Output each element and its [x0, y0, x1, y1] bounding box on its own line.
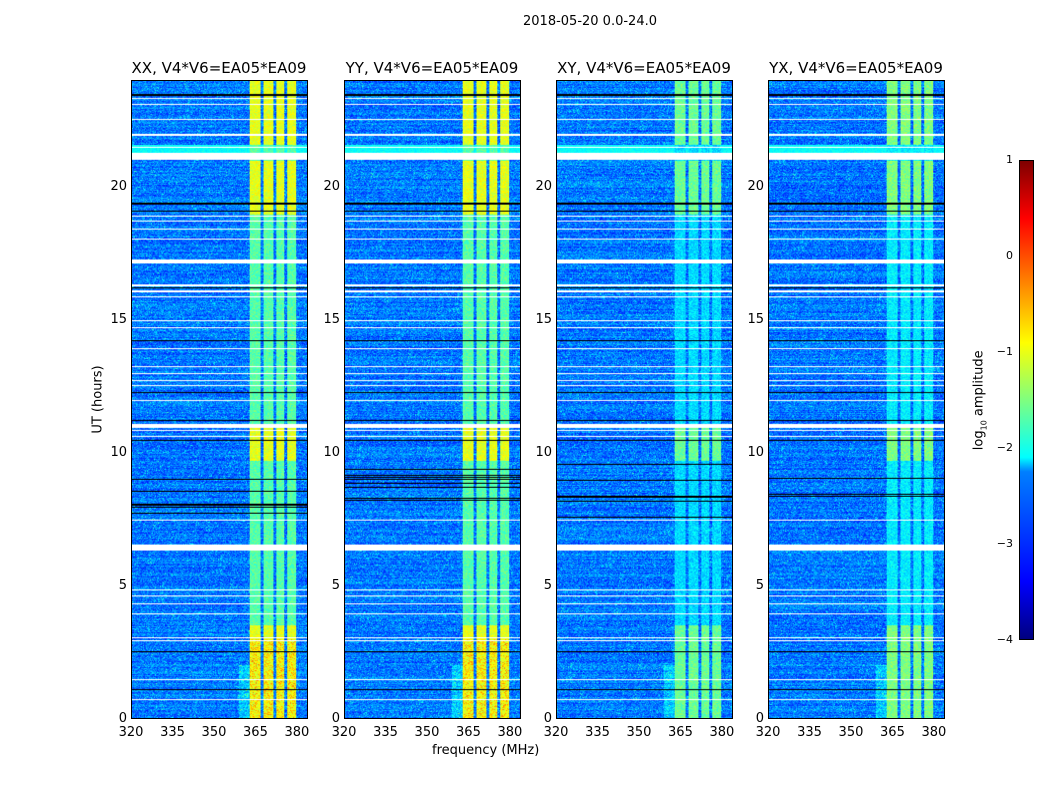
y-tick-label: 0 — [755, 711, 764, 726]
x-tick-label: 365 — [668, 725, 693, 740]
colorbar — [1019, 160, 1034, 640]
x-tick-label: 335 — [373, 725, 398, 740]
heatmap-image — [769, 81, 944, 718]
panel-title: XX, V4*V6=EA05*EA09 — [131, 59, 307, 77]
heatmap-image — [132, 81, 307, 718]
y-tick-label: 0 — [543, 711, 552, 726]
x-tick-label: 335 — [585, 725, 610, 740]
heatmap-image — [345, 81, 520, 718]
y-tick-label: 5 — [755, 577, 764, 593]
y-tick-label: 5 — [331, 577, 340, 593]
colorbar-tick-label: −2 — [996, 441, 1013, 454]
x-tick-label: 380 — [284, 725, 310, 740]
x-tick-label: 350 — [626, 725, 652, 740]
x-tick-label: 350 — [201, 725, 227, 740]
figure-title: 2018-05-20 0.0-24.0 — [523, 14, 657, 29]
colorbar-tick-label: 0 — [1006, 249, 1013, 262]
colorbar-tick-label: −4 — [996, 633, 1013, 646]
colorbar-tick-label: 1 — [1006, 153, 1013, 166]
x-tick-label: 320 — [755, 725, 781, 740]
y-tick-label: 10 — [323, 444, 340, 460]
x-tick-label: 320 — [331, 725, 357, 740]
x-tick-label: 320 — [543, 725, 569, 740]
y-tick-label: 20 — [323, 178, 340, 194]
x-axis-label: frequency (MHz) — [432, 743, 540, 758]
y-tick-label: 10 — [110, 444, 127, 460]
waterfall-panel — [344, 80, 521, 719]
panel-title: YX, V4*V6=EA05*EA09 — [769, 59, 943, 77]
y-tick-label: 0 — [331, 711, 340, 726]
x-tick-label: 365 — [880, 725, 905, 740]
y-tick-label: 20 — [110, 178, 127, 194]
x-tick-label: 350 — [838, 725, 864, 740]
x-tick-label: 365 — [456, 725, 481, 740]
x-tick-label: 365 — [243, 725, 268, 740]
y-tick-label: 10 — [535, 444, 552, 460]
y-tick-label: 15 — [535, 311, 552, 327]
y-tick-label: 5 — [118, 577, 127, 593]
x-tick-label: 350 — [414, 725, 440, 740]
x-tick-label: 380 — [497, 725, 523, 740]
colorbar-tick-label: −3 — [996, 537, 1013, 550]
y-axis-label: UT (hours) — [90, 365, 106, 434]
panel-title: XY, V4*V6=EA05*EA09 — [557, 59, 731, 77]
colorbar-tick-label: −1 — [996, 345, 1013, 358]
waterfall-panel — [556, 80, 733, 719]
heatmap-image — [557, 81, 732, 718]
x-tick-label: 320 — [118, 725, 144, 740]
y-tick-label: 20 — [747, 178, 764, 194]
y-tick-label: 15 — [747, 311, 764, 327]
waterfall-panel — [131, 80, 308, 719]
y-tick-label: 5 — [543, 577, 552, 593]
y-tick-label: 10 — [747, 444, 764, 460]
y-tick-label: 20 — [535, 178, 552, 194]
y-tick-label: 0 — [118, 711, 127, 726]
x-tick-label: 380 — [921, 725, 947, 740]
y-tick-label: 15 — [110, 311, 127, 327]
panel-title: YY, V4*V6=EA05*EA09 — [345, 59, 519, 77]
x-tick-label: 335 — [160, 725, 185, 740]
x-tick-label: 335 — [797, 725, 822, 740]
x-tick-label: 380 — [709, 725, 735, 740]
y-tick-label: 15 — [323, 311, 340, 327]
waterfall-panel — [768, 80, 945, 719]
